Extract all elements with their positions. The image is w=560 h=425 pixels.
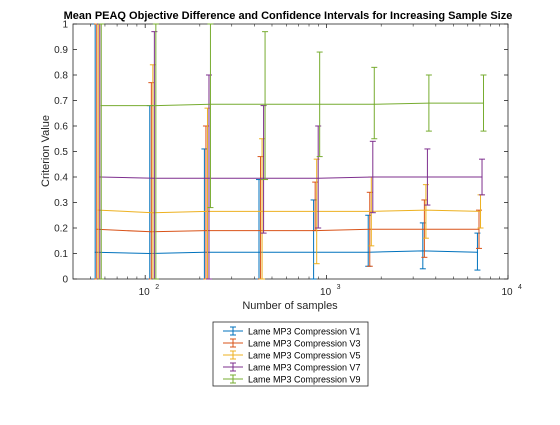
error-bar [152, 23, 159, 280]
data-point [314, 229, 316, 232]
data-point [367, 251, 369, 253]
legend-item: Lame MP3 Compression V5 [223, 350, 361, 361]
error-bar [260, 105, 267, 234]
data-point [258, 251, 260, 253]
error-bar [371, 66, 378, 140]
y-tick-label: 0.4 [54, 173, 68, 184]
y-tick-label: 0.7 [54, 96, 68, 107]
data-point [261, 210, 263, 213]
chart-title: Mean PEAQ Objective Difference and Confi… [64, 10, 513, 22]
y-tick-label: 0.1 [54, 249, 68, 260]
y-tick-label: 1 [62, 20, 68, 31]
data-point [209, 103, 212, 105]
data-point [149, 252, 151, 255]
x-tick-label: 10 [139, 287, 151, 298]
error-bar [315, 125, 322, 229]
data-point [425, 209, 427, 211]
data-point [428, 102, 430, 104]
error-bar [369, 140, 376, 214]
legend-label: Lame MP3 Compression V1 [248, 327, 361, 337]
legend-item: Lame MP3 Compression V9 [223, 374, 361, 385]
data-point [479, 210, 482, 213]
data-point [99, 176, 101, 178]
legend-items: Lame MP3 Compression V1 Lame MP3 Compress… [223, 326, 361, 385]
error-bar [262, 31, 269, 181]
error-bar [479, 158, 486, 196]
x-tick-label-exponent: 3 [337, 284, 341, 291]
data-point [205, 229, 207, 232]
data-point [317, 177, 319, 179]
legend-item: Lame MP3 Compression V7 [223, 362, 361, 373]
marks-layer [92, 23, 487, 280]
data-point [482, 102, 485, 104]
error-bar [424, 148, 431, 206]
data-point [369, 228, 371, 230]
y-tick-label: 0.3 [54, 198, 68, 209]
series-line-1 [95, 250, 478, 255]
data-point [152, 212, 154, 214]
error-bar [425, 74, 432, 132]
error-bar [98, 23, 105, 280]
series-line-4 [99, 176, 482, 179]
y-axis-label: Criterion Value [40, 115, 52, 187]
data-point [373, 103, 375, 105]
legend-item: Lame MP3 Compression V1 [223, 326, 361, 337]
data-point [264, 103, 266, 105]
data-point [203, 251, 205, 253]
data-point [153, 177, 155, 179]
data-point [94, 251, 96, 253]
data-point [476, 251, 479, 253]
data-point [97, 209, 99, 211]
x-tick-label: 10 [320, 287, 332, 298]
legend-label: Lame MP3 Compression V3 [248, 339, 361, 349]
data-point [426, 176, 429, 178]
data-point [316, 210, 318, 213]
y-tick-label: 0.6 [54, 122, 68, 133]
data-point [208, 177, 210, 179]
series-line-3 [98, 209, 481, 214]
data-point [319, 103, 321, 105]
error-bar [480, 74, 487, 132]
data-point [422, 250, 424, 252]
legend: Lame MP3 Compression V1 Lame MP3 Compress… [212, 321, 369, 387]
y-tick-label: 0.8 [54, 71, 68, 82]
y-tick-label: 0.9 [54, 45, 68, 56]
error-bar [205, 74, 212, 280]
x-axis-label: Number of samples [242, 300, 338, 312]
x-tick-label-exponent: 4 [518, 284, 522, 291]
data-point [100, 105, 102, 107]
x-tick-label-exponent: 2 [155, 284, 159, 291]
data-point [155, 105, 157, 107]
error-bar [316, 51, 323, 158]
legend-box [212, 321, 369, 387]
data-point [206, 210, 209, 213]
data-point [423, 228, 425, 230]
data-point [372, 176, 374, 178]
x-tick-label: 10 [501, 287, 513, 298]
y-tick-label: 0.5 [54, 147, 68, 158]
series-line-5 [101, 102, 484, 107]
data-point [262, 177, 265, 179]
data-point [96, 228, 98, 230]
error-bar [207, 23, 214, 209]
data-point [259, 229, 262, 232]
y-tick-label: 0.2 [54, 224, 68, 235]
legend-label: Lame MP3 Compression V7 [248, 363, 361, 373]
data-point [150, 231, 152, 233]
legend-label: Lame MP3 Compression V5 [248, 351, 361, 361]
data-point [370, 210, 372, 213]
axis-layer: 0 0.1 0.2 0.3 0.4 0.5 0.6 0.7 0.8 0.9 1 10 2 10 3 10 4 [54, 20, 522, 299]
series-line-2 [96, 228, 479, 233]
data-point [478, 228, 480, 230]
data-point [313, 251, 315, 253]
legend-label: Lame MP3 Compression V9 [248, 375, 361, 385]
legend-item: Lame MP3 Compression V3 [223, 338, 361, 349]
data-point [481, 176, 483, 178]
y-tick-label: 0 [62, 275, 68, 286]
plot-area [72, 23, 509, 280]
